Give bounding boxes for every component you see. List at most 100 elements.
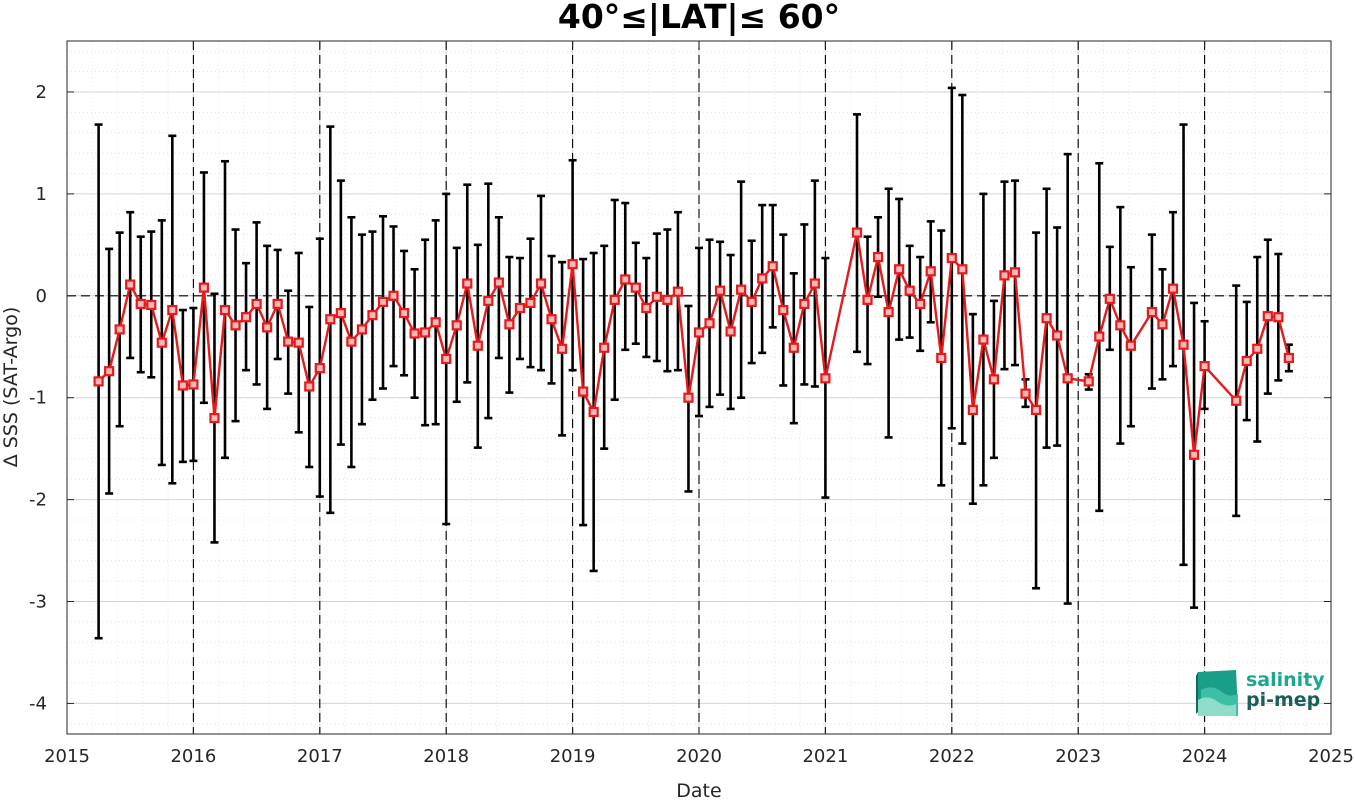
data-point-marker xyxy=(967,404,978,416)
data-point-marker xyxy=(125,279,136,290)
data-point-marker xyxy=(304,381,315,392)
x-tick-label: 2022 xyxy=(929,746,975,767)
data-point-marker xyxy=(325,314,336,325)
data-point-marker xyxy=(388,290,399,301)
data-point-marker xyxy=(514,302,526,314)
data-point-marker xyxy=(788,342,799,353)
data-point-marker xyxy=(641,302,652,314)
x-tick-label: 2021 xyxy=(802,746,848,767)
logo-text-pi-mep: pi-mep xyxy=(1246,689,1320,711)
data-point-marker xyxy=(630,282,641,293)
data-point-marker xyxy=(146,299,157,311)
data-point-marker xyxy=(957,264,968,275)
series-line xyxy=(97,231,1291,456)
x-tick-label: 2018 xyxy=(423,746,469,767)
data-point-marker xyxy=(504,319,515,330)
data-point-marker xyxy=(851,227,863,238)
data-point-marker xyxy=(230,320,241,331)
data-point-marker xyxy=(430,317,441,328)
data-point-marker xyxy=(346,336,357,347)
data-point-marker xyxy=(1199,360,1210,372)
data-point-marker xyxy=(736,284,747,295)
data-point-marker xyxy=(556,343,568,354)
data-point-marker xyxy=(1231,395,1242,406)
data-point-marker xyxy=(546,314,557,325)
data-point-marker xyxy=(335,308,346,319)
y-tick-label: 1 xyxy=(36,184,47,205)
data-point-marker xyxy=(472,340,483,351)
data-point-marker xyxy=(1094,331,1105,342)
data-point-marker xyxy=(862,294,873,305)
data-point-marker xyxy=(1283,352,1294,364)
data-point-marker xyxy=(714,285,726,296)
data-point-marker xyxy=(820,373,831,384)
data-point-marker xyxy=(778,304,789,316)
data-point-marker xyxy=(441,353,452,365)
y-tick-label: -3 xyxy=(29,592,47,613)
data-point-marker xyxy=(704,318,715,329)
data-point-marker xyxy=(272,298,283,310)
x-axis-label: Date xyxy=(676,780,721,801)
data-point-marker xyxy=(693,327,705,338)
data-point-marker xyxy=(578,386,589,397)
year-boundaries xyxy=(192,41,1206,734)
data-point-marker xyxy=(1125,340,1136,351)
data-point-marker xyxy=(567,259,578,270)
data-point-marker xyxy=(483,295,494,306)
data-point-marker xyxy=(398,308,410,319)
y-tick-label: 0 xyxy=(36,286,47,307)
data-point-marker xyxy=(1188,449,1200,460)
wave-logo-icon xyxy=(1196,670,1238,716)
data-point-marker xyxy=(156,337,167,348)
data-point-marker xyxy=(672,286,684,297)
x-tick-label: 2023 xyxy=(1055,746,1101,767)
data-point-marker xyxy=(872,251,884,263)
data-point-marker xyxy=(535,278,547,289)
data-point-marker xyxy=(1262,311,1273,322)
axes: 2015 2016 2017 2018 2019 2020 2021 2022 2023 2024… xyxy=(29,41,1354,767)
data-point-marker xyxy=(946,252,957,264)
data-point-marker xyxy=(925,266,936,277)
logo-text-salinity: salinity xyxy=(1246,669,1325,691)
series-markers xyxy=(93,227,1294,460)
data-point-marker xyxy=(377,296,389,307)
data-point-marker xyxy=(588,406,599,418)
y-tick-label: 2 xyxy=(36,82,47,103)
x-tick-label: 2019 xyxy=(550,746,596,767)
data-point-marker xyxy=(1083,376,1094,387)
data-point-marker xyxy=(915,298,926,310)
x-tick-label: 2020 xyxy=(676,746,722,767)
data-point-marker xyxy=(1241,355,1252,367)
y-tick-label: -4 xyxy=(29,693,47,714)
data-point-marker xyxy=(1273,312,1284,323)
data-point-marker xyxy=(988,374,1000,385)
data-point-marker xyxy=(620,274,631,285)
data-point-marker xyxy=(1115,320,1126,331)
data-point-marker xyxy=(420,327,431,338)
data-point-marker xyxy=(809,278,820,289)
data-point-marker xyxy=(367,310,378,321)
y-axis-label: Δ SSS (SAT-Argo) xyxy=(0,307,22,467)
x-tick-label: 2024 xyxy=(1182,746,1228,767)
data-point-marker xyxy=(240,312,252,323)
data-point-marker xyxy=(662,294,673,305)
data-point-marker xyxy=(1062,373,1073,384)
data-point-marker xyxy=(978,334,989,345)
data-point-marker xyxy=(283,336,294,347)
data-point-marker xyxy=(894,264,905,275)
data-point-marker xyxy=(883,306,894,318)
x-tick-label: 2017 xyxy=(297,746,343,767)
data-point-marker xyxy=(251,298,262,310)
data-point-marker xyxy=(525,297,536,309)
data-point-marker xyxy=(609,294,620,305)
data-point-marker xyxy=(209,412,220,424)
data-point-marker xyxy=(114,324,125,335)
data-point-marker xyxy=(104,366,115,377)
data-point-marker xyxy=(314,363,325,374)
data-point-marker xyxy=(462,278,473,289)
data-point-marker xyxy=(936,352,947,364)
data-point-marker xyxy=(1252,343,1263,354)
y-tick-label: -2 xyxy=(29,490,47,511)
data-point-marker xyxy=(999,270,1010,281)
